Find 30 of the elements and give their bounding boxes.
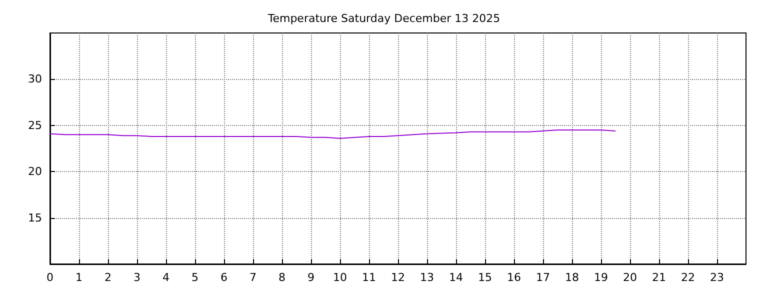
y-tick-label: 15 [28,211,42,224]
x-tick-label: 6 [220,271,228,284]
x-tick-label: 12 [391,271,405,284]
y-tick-label: 30 [28,72,42,86]
x-tick-label: 20 [623,271,637,284]
x-tick-label: 21 [652,271,666,284]
x-tick-label: 14 [449,271,463,284]
x-tick-label: 18 [565,271,579,284]
x-tick-label: 0 [46,271,54,284]
x-tick-label: 17 [536,271,550,284]
x-tick-label: 3 [134,271,140,284]
x-tick-label: 16 [507,271,521,284]
chart-title: Temperature Saturday December 13 2025 [266,12,500,25]
y-tick-label: 20 [28,165,42,178]
line-series [50,130,616,139]
x-tick-label: 23 [710,271,724,284]
x-tick-label: 9 [308,271,314,284]
x-tick-label: 4 [162,271,170,284]
x-tick-label: 22 [681,271,695,284]
x-tick-label: 8 [278,271,286,284]
x-tick-label: 10 [333,271,347,284]
x-tick-label: 13 [420,271,434,284]
x-tick-label: 15 [478,271,492,284]
x-tick-label: 11 [362,271,376,284]
x-tick-label: 1 [76,271,82,284]
y-tick-label: 25 [28,118,42,132]
x-tick-label: 7 [250,271,256,284]
x-tick-label: 19 [594,271,608,284]
x-tick-label: 5 [192,271,198,284]
x-tick-label: 2 [104,271,112,284]
